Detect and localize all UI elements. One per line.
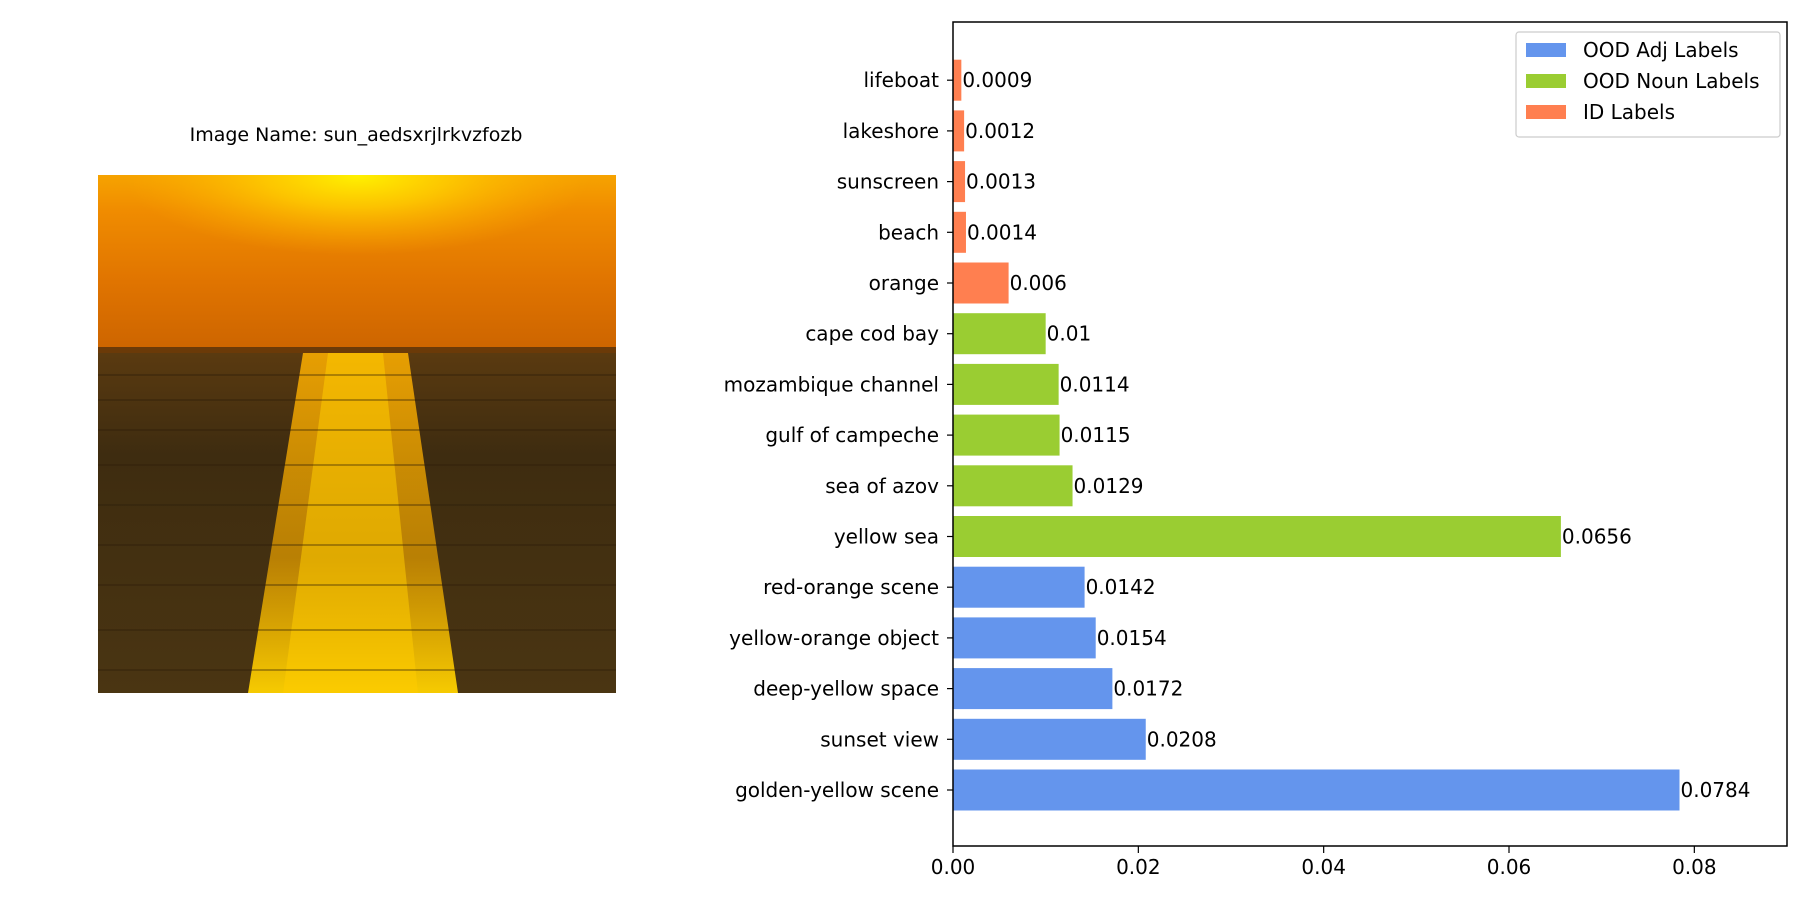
value-label: 0.0114 [1060,372,1130,396]
legend-label: ID Labels [1583,100,1675,124]
value-label: 0.0142 [1086,575,1156,599]
y-tick-label: sunset view [820,727,939,751]
bar-cape-cod-bay [953,313,1046,355]
bar-yellow-sea [953,516,1561,557]
value-label: 0.0013 [966,170,1036,194]
bar-deep-yellow-space [953,668,1113,710]
y-tick-label: red-orange scene [763,575,939,599]
legend-swatch [1526,105,1566,119]
y-tick-label: yellow-orange object [729,626,939,650]
value-label: 0.0656 [1562,525,1632,549]
x-tick-label: 0.00 [931,855,976,879]
labels-layer: 0.0784 golden-yellow scene 0.0208 sunset vi… [724,68,1751,879]
y-tick-label: mozambique channel [724,372,939,396]
bar-lakeshore [953,110,965,152]
bar-gulf-of-campeche [953,414,1060,456]
legend-box [1515,31,1781,138]
y-tick-label: lifeboat [864,68,940,92]
value-label: 0.0014 [967,220,1037,244]
legend: OOD Adj Labels OOD Noun Labels ID Labels [1515,31,1781,138]
plot-frame [952,21,1788,847]
legend-swatch [1526,43,1566,57]
bar-golden-yellow-scene [953,769,1680,811]
bar-beach [953,211,966,253]
sunset-photo [98,175,616,693]
bars-layer [953,59,1680,811]
y-tick-label: orange [869,271,939,295]
y-tick-label: beach [878,220,939,244]
bar-lifeboat [953,59,962,101]
y-tick-label: deep-yellow space [753,677,939,701]
bar-red-orange-scene [953,566,1085,608]
value-label: 0.0012 [965,119,1035,143]
value-label: 0.0208 [1147,727,1217,751]
value-label: 0.0172 [1113,677,1183,701]
image-title: Image Name: sun_aedsxrjlrkvzfozb [189,124,523,146]
value-label: 0.0154 [1097,626,1167,650]
value-label: 0.0115 [1061,423,1131,447]
bar-mozambique-channel [953,363,1059,405]
value-label: 0.0129 [1074,474,1144,498]
y-tick-label: sea of azov [825,474,939,498]
y-tick-label: cape cod bay [805,322,939,346]
value-label: 0.01 [1047,322,1092,346]
y-tick-label: gulf of campeche [765,423,939,447]
legend-swatch [1526,74,1566,88]
legend-label: OOD Adj Labels [1583,38,1739,62]
x-tick-label: 0.04 [1301,855,1346,879]
bar-yellow-orange-object [953,617,1096,659]
bar-sunscreen [953,161,966,203]
bar-orange [953,262,1009,304]
legend-label: OOD Noun Labels [1583,69,1760,93]
y-tick-label: golden-yellow scene [735,778,939,802]
bar-sunset-view [953,718,1146,760]
x-tick-label: 0.02 [1116,855,1161,879]
x-tick-label: 0.08 [1672,855,1717,879]
value-label: 0.0784 [1681,778,1751,802]
value-label: 0.0009 [962,68,1032,92]
bar-sea-of-azov [953,465,1073,507]
y-tick-label: lakeshore [843,119,939,143]
x-tick-label: 0.06 [1487,855,1532,879]
y-tick-label: sunscreen [837,170,939,194]
value-label: 0.006 [1010,271,1067,295]
y-tick-label: yellow sea [834,525,939,549]
